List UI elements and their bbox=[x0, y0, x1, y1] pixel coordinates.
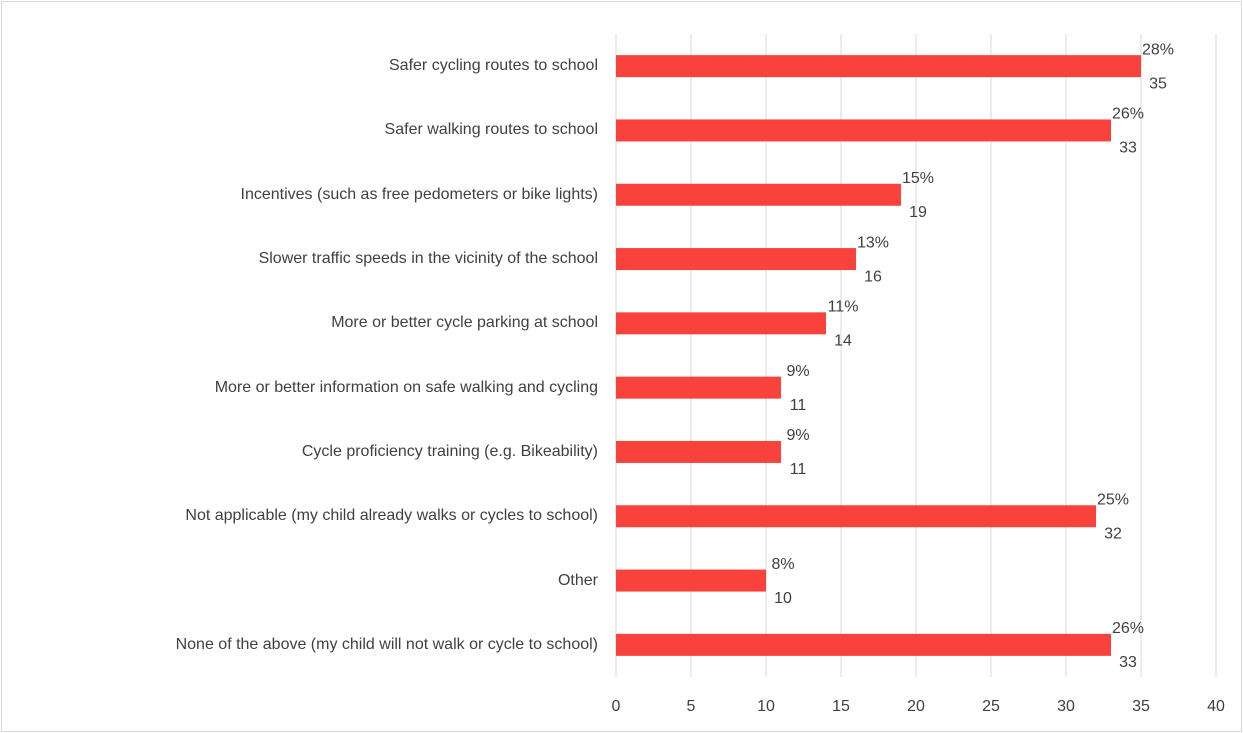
bar bbox=[616, 248, 856, 271]
bar bbox=[616, 505, 1096, 528]
bar bbox=[616, 183, 901, 206]
value-label: 35 bbox=[1149, 75, 1167, 92]
value-label: 19 bbox=[909, 204, 927, 221]
y-tick-text: Other bbox=[557, 571, 598, 589]
y-tick-label: Incentives (such as free pedometers or b… bbox=[10, 184, 599, 206]
bar bbox=[616, 569, 766, 592]
y-tick-text: None of the above (my child will not wal… bbox=[175, 635, 598, 653]
y-tick-label: Other bbox=[10, 570, 598, 592]
x-tick-label: 25 bbox=[982, 698, 1000, 715]
percent-label: 11% bbox=[828, 299, 859, 316]
bar bbox=[616, 119, 1111, 142]
y-tick-label: Slower traffic speeds in the vicinity of… bbox=[10, 248, 598, 270]
x-tick-label: 40 bbox=[1207, 698, 1225, 715]
y-tick-text: Incentives (such as free pedometers or b… bbox=[240, 185, 599, 203]
y-tick-label: None of the above (my child will not wal… bbox=[10, 634, 598, 656]
percent-label: 13% bbox=[857, 234, 889, 251]
x-tick-label: 5 bbox=[687, 698, 696, 715]
y-tick-text: Cycle proficiency training (e.g. Bikeabi… bbox=[301, 442, 598, 460]
y-tick-text: Slower traffic speeds in the vicinity of… bbox=[258, 250, 598, 268]
x-tick-label: 10 bbox=[757, 698, 775, 715]
bar bbox=[616, 440, 781, 463]
y-tick-text: More or better information on safe walki… bbox=[214, 378, 598, 396]
y-tick-text: Safer walking routes to school bbox=[384, 121, 598, 139]
x-tick-label: 15 bbox=[832, 698, 850, 715]
percent-label: 26% bbox=[1112, 620, 1144, 637]
y-tick-label: Not applicable (my child already walks o… bbox=[10, 505, 598, 527]
value-label: 32 bbox=[1104, 525, 1122, 542]
percent-label: 15% bbox=[902, 170, 934, 187]
value-label: 33 bbox=[1119, 140, 1137, 157]
value-label: 11 bbox=[790, 397, 807, 414]
percent-label: 9% bbox=[786, 363, 809, 380]
percent-label: 25% bbox=[1097, 491, 1129, 508]
y-tick-label: Safer cycling routes to school bbox=[10, 55, 598, 77]
y-tick-text: Not applicable (my child already walks o… bbox=[185, 507, 598, 525]
x-tick-label: 35 bbox=[1132, 698, 1150, 715]
bar bbox=[616, 312, 826, 335]
bar bbox=[616, 55, 1141, 78]
value-label: 14 bbox=[834, 333, 852, 350]
value-label: 11 bbox=[790, 461, 807, 478]
percent-label: 26% bbox=[1112, 106, 1144, 123]
value-label: 16 bbox=[864, 268, 882, 285]
percent-label: 8% bbox=[771, 556, 794, 573]
percent-label: 28% bbox=[1142, 41, 1174, 58]
value-label: 33 bbox=[1119, 654, 1137, 671]
y-tick-label: Safer walking routes to school bbox=[10, 119, 598, 141]
y-tick-label: More or better information on safe walki… bbox=[10, 377, 598, 399]
percent-label: 9% bbox=[786, 427, 809, 444]
y-tick-text: Safer cycling routes to school bbox=[389, 57, 598, 75]
x-tick-label: 0 bbox=[612, 698, 621, 715]
bar bbox=[616, 633, 1111, 656]
bar bbox=[616, 376, 781, 399]
y-tick-label: Cycle proficiency training (e.g. Bikeabi… bbox=[10, 441, 598, 463]
x-tick-label: 20 bbox=[907, 698, 925, 715]
x-tick-label: 30 bbox=[1057, 698, 1075, 715]
y-tick-label: More or better cycle parking at school bbox=[10, 312, 598, 334]
y-tick-text: More or better cycle parking at school bbox=[331, 314, 598, 332]
value-label: 10 bbox=[774, 590, 792, 607]
